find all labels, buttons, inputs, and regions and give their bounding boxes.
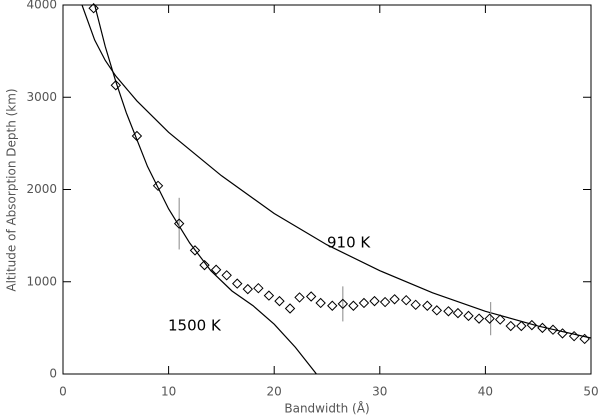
data-point (327, 300, 338, 311)
data-point (173, 218, 185, 229)
data-point (189, 245, 201, 256)
data-point (473, 313, 485, 324)
data-point (263, 290, 275, 301)
data-point (358, 297, 370, 309)
data-point (199, 259, 210, 271)
data-point (253, 283, 264, 294)
data-point (131, 130, 143, 142)
y-axis-label: Altitude of Absorption Depth (km) (5, 88, 19, 291)
data-point (494, 314, 506, 325)
data-point (516, 320, 527, 332)
data-point (284, 303, 296, 314)
data-point (232, 278, 243, 289)
data-point (88, 3, 99, 14)
data-point (389, 294, 400, 305)
data-point (410, 299, 421, 311)
x-tick-label: 0 (59, 385, 67, 399)
y-tick-label: 3000 (26, 90, 57, 104)
data-point (452, 307, 464, 319)
data-point (110, 80, 122, 91)
data-point (484, 313, 495, 324)
data-point (152, 180, 164, 192)
model-curve (81, 5, 591, 339)
data-point (557, 328, 568, 339)
y-tick-label: 2000 (26, 182, 57, 196)
data-point (337, 298, 349, 310)
curve-label: 910 K (327, 234, 371, 252)
x-tick-label: 30 (372, 385, 387, 399)
data-point (305, 291, 317, 302)
data-point (315, 297, 326, 309)
data-point (242, 283, 254, 295)
data-point (579, 333, 590, 345)
data-point (568, 330, 580, 342)
data-point (221, 270, 232, 281)
x-tick-label: 20 (267, 385, 282, 399)
data-point (379, 296, 391, 308)
y-tick-label: 0 (49, 367, 57, 381)
data-point (210, 264, 222, 275)
data-point (463, 310, 474, 322)
data-point (526, 319, 538, 331)
data-point (431, 305, 443, 316)
curve-label: 1500 K (168, 317, 222, 335)
data-point (505, 320, 516, 332)
data-point (547, 324, 559, 335)
data-point (537, 322, 548, 334)
x-tick-label: 50 (583, 385, 598, 399)
data-point (274, 295, 285, 307)
x-tick-label: 10 (161, 385, 176, 399)
data-point (348, 300, 359, 311)
data-point (369, 295, 380, 307)
data-point (443, 306, 454, 317)
model-curve (94, 5, 317, 374)
data-point (400, 294, 412, 306)
y-tick-label: 4000 (26, 0, 57, 12)
data-point (422, 300, 433, 311)
y-tick-label: 1000 (26, 274, 57, 288)
x-axis-label: Bandwidth (Å) (284, 401, 369, 416)
x-tick-label: 40 (478, 385, 493, 399)
data-point (294, 292, 305, 303)
